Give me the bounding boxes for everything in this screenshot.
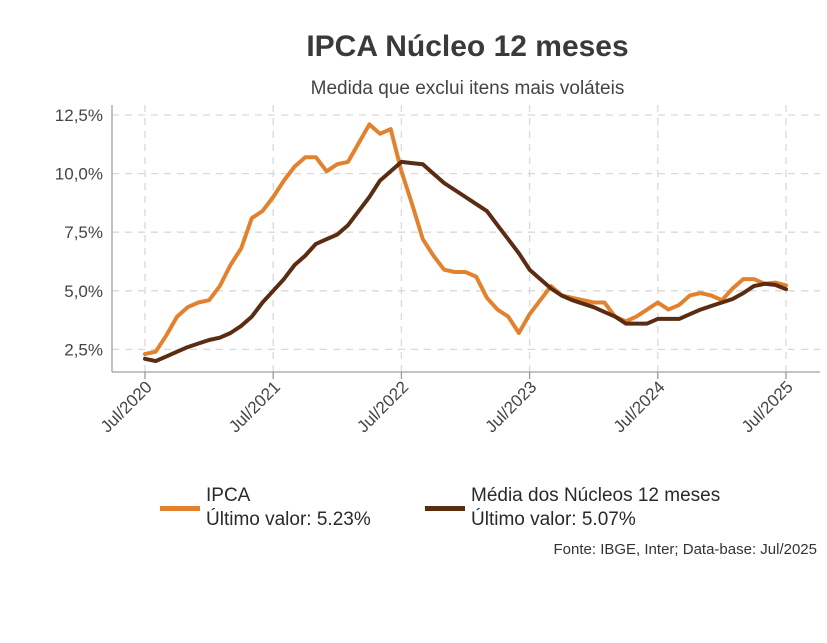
y-tick-label: 5,0%: [64, 282, 103, 301]
x-tick-label: Jul/2023: [482, 377, 541, 436]
x-tick-label: Jul/2025: [738, 377, 797, 436]
legend-last-value-ipca: Último valor: 5.23%: [206, 509, 371, 530]
series-lines: [143, 122, 788, 364]
y-tick-label: 10,0%: [55, 165, 103, 184]
y-tick-label: 2,5%: [64, 340, 103, 359]
legend-last-value-nucleos: Último valor: 5.07%: [471, 509, 636, 530]
x-tick-label: Jul/2020: [97, 377, 156, 436]
legend-label-ipca: IPCA: [206, 485, 251, 506]
axes: [111, 105, 820, 379]
series-line-nucleos: [143, 159, 788, 364]
line-chart: 2,5%5,0%7,5%10,0%12,5% Jul/2020 Jul/2021 J…: [55, 105, 820, 436]
legend-swatch-ipca: [160, 506, 200, 511]
series-line-ipca: [143, 122, 788, 357]
x-axis-tick-labels: Jul/2020 Jul/2021 Jul/2022 Jul/2023 Jul/2024…: [97, 377, 797, 436]
legend-label-nucleos: Média dos Núcleos 12 meses: [471, 485, 721, 506]
x-tick-label: Jul/2024: [610, 377, 669, 436]
y-axis-tick-labels: 2,5% 5,0% 7,5% 10,0% 12,5%: [55, 106, 103, 359]
chart-title: IPCA Núcleo 12 meses: [306, 30, 629, 63]
legend-swatch-nucleos: [425, 506, 465, 511]
x-tick-label: Jul/2022: [353, 377, 412, 436]
x-tick-label: Jul/2021: [225, 377, 284, 436]
chart-subtitle: Medida que exclui itens mais voláteis: [310, 78, 625, 99]
y-tick-label: 12,5%: [55, 106, 103, 125]
y-tick-label: 7,5%: [64, 223, 103, 242]
source-note: Fonte: IBGE, Inter; Data-base: Jul/2025: [553, 541, 817, 558]
grid-lines: [112, 105, 820, 372]
